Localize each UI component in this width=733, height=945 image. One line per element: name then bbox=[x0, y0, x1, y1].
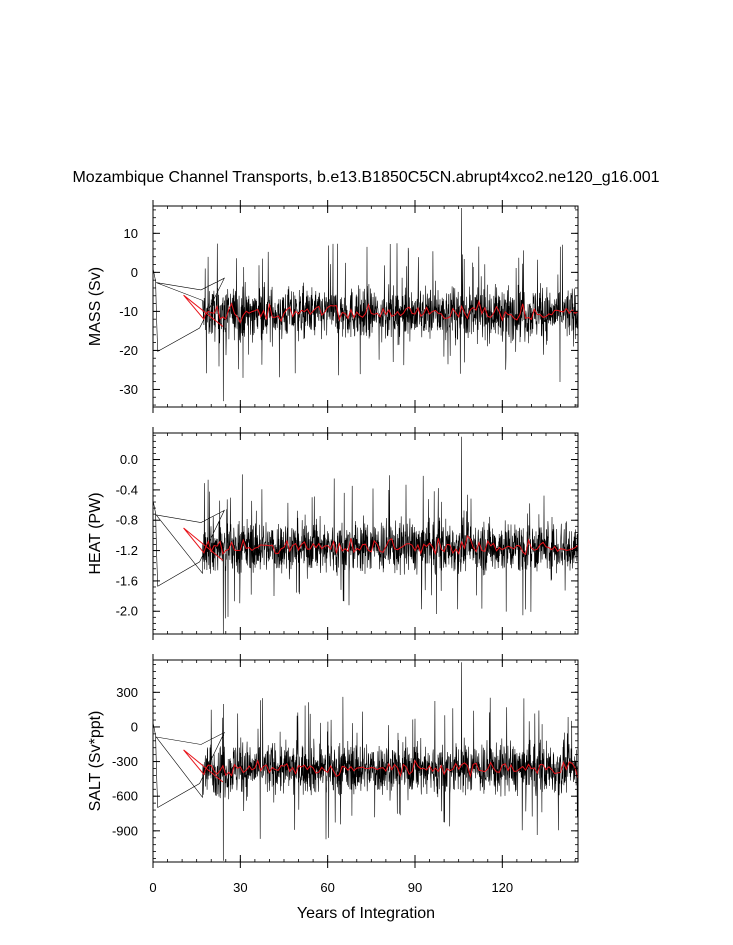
y-axis-title-heat: HEAT (PW) bbox=[87, 492, 104, 574]
y-tick-label: -30 bbox=[119, 382, 138, 397]
y-tick-label: 0 bbox=[131, 265, 138, 280]
y-tick-label: -1.6 bbox=[116, 573, 138, 588]
panel-heat: 0.0 -0.4 -0.8 -1.2 -1.6 -2.0 HEAT (PW) bbox=[87, 427, 579, 640]
plot-frame-heat bbox=[152, 432, 579, 635]
y-axis-title-salt: SALT (Sv*ppt) bbox=[87, 711, 104, 812]
panel-mass: 10 0 -10 -20 -30 MASS (Sv) bbox=[87, 200, 579, 413]
y-tick-label: 300 bbox=[116, 685, 138, 700]
x-tick-label: 30 bbox=[233, 880, 247, 895]
panel-salt: 300 0 -300 -600 -900 SALT (Sv*ppt) bbox=[87, 654, 579, 868]
y-tick-label: 10 bbox=[124, 226, 138, 241]
chart-title: Mozambique Channel Transports, b.e13.B18… bbox=[72, 169, 659, 186]
y-tick-label: 0 bbox=[131, 719, 138, 734]
series-annual-salt bbox=[183, 749, 578, 783]
y-tick-label: -0.4 bbox=[116, 482, 138, 497]
series-monthly-heat bbox=[153, 436, 578, 634]
x-tick-label: 90 bbox=[408, 880, 422, 895]
plot-frame-mass bbox=[152, 205, 579, 408]
series-monthly-salt bbox=[153, 662, 578, 861]
y-tick-label: -1.2 bbox=[116, 543, 138, 558]
y-tick-label: -900 bbox=[112, 823, 138, 838]
x-tick-label: 0 bbox=[149, 880, 156, 895]
series-annual-heat bbox=[183, 527, 578, 561]
y-axis-title-mass: MASS (Sv) bbox=[87, 267, 104, 346]
plot-frame-salt bbox=[152, 659, 579, 863]
y-tick-label: -2.0 bbox=[116, 604, 138, 619]
y-tick-label: -300 bbox=[112, 754, 138, 769]
y-tick-label: -20 bbox=[119, 343, 138, 358]
x-axis-title: Years of Integration bbox=[297, 905, 435, 922]
series-monthly-mass bbox=[153, 207, 578, 402]
y-tick-label: -600 bbox=[112, 789, 138, 804]
y-tick-label: -0.8 bbox=[116, 513, 138, 528]
y-tick-label: -10 bbox=[119, 304, 138, 319]
series-annual-mass bbox=[183, 294, 578, 327]
panels-group: 10 0 -10 -20 -30 MASS (Sv) 0.0 -0.4 -0.8 -1.2 -1.6… bbox=[87, 200, 579, 895]
y-tick-label: 0.0 bbox=[120, 452, 138, 467]
x-tick-label: 120 bbox=[491, 880, 513, 895]
x-tick-label: 60 bbox=[320, 880, 334, 895]
